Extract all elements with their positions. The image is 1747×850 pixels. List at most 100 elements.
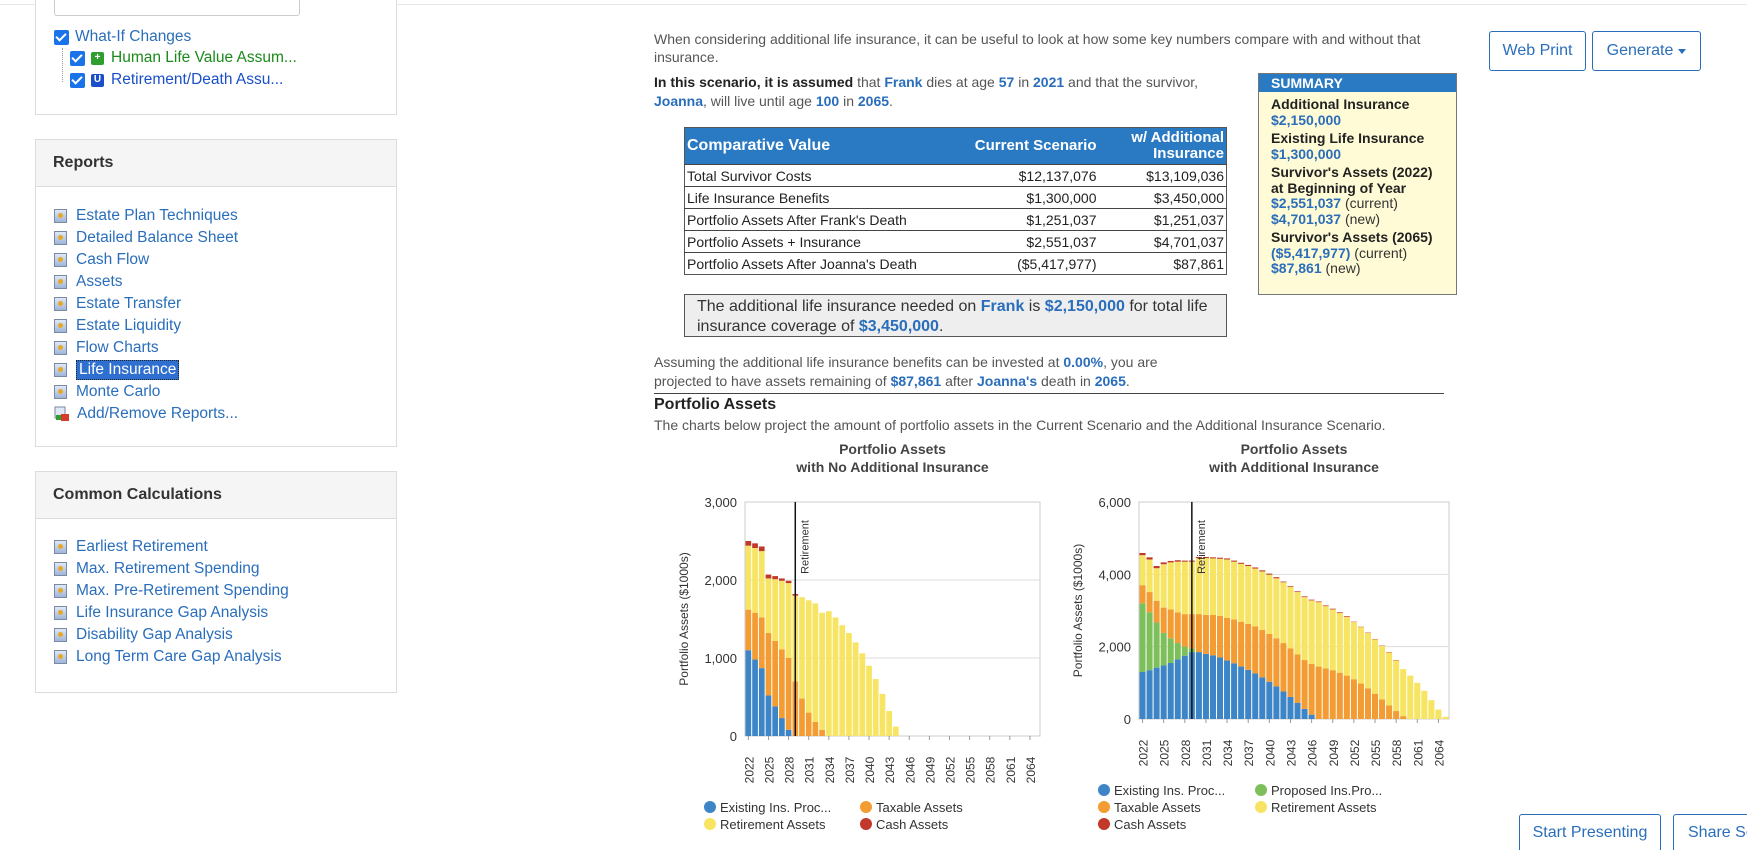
whatif-item-label[interactable]: Retirement/Death Assu... bbox=[111, 71, 284, 88]
bar-segment bbox=[1336, 672, 1343, 719]
whatif-item-label[interactable]: Human Life Value Assum... bbox=[111, 49, 297, 66]
report-icon bbox=[54, 209, 67, 223]
chevron-down-icon bbox=[1678, 48, 1687, 54]
bar-segment bbox=[1259, 630, 1266, 678]
bar-segment bbox=[1343, 675, 1350, 719]
report-assets[interactable]: Assets bbox=[54, 271, 238, 293]
y-tick-label: 3,000 bbox=[704, 495, 737, 510]
tree-connector bbox=[62, 48, 63, 82]
bar-segment bbox=[859, 653, 866, 736]
calculator-icon bbox=[54, 584, 67, 598]
human-life-value-checkbox[interactable] bbox=[70, 50, 85, 66]
share-screen-button[interactable]: Share Sc bbox=[1673, 814, 1747, 850]
bar-segment bbox=[886, 711, 892, 736]
bar-segment bbox=[1181, 560, 1188, 562]
scenario-text: In this scenario, it is assumed that Fra… bbox=[654, 74, 1199, 109]
bar-segment bbox=[779, 718, 785, 736]
bar-segment bbox=[1217, 557, 1224, 559]
generate-button[interactable]: Generate bbox=[1592, 31, 1701, 71]
y-tick-label: 0 bbox=[730, 729, 737, 744]
bar-segment bbox=[866, 665, 872, 736]
whatif-checkbox[interactable] bbox=[54, 29, 69, 45]
x-tick-label: 2064 bbox=[1432, 739, 1446, 766]
summary-box: SUMMARY Additional Insurance $2,150,000 … bbox=[1258, 73, 1457, 295]
whatif-item-human-life-value[interactable]: + Human Life Value Assum... bbox=[70, 48, 297, 68]
filter-input[interactable] bbox=[54, 0, 300, 16]
table-cell: ($5,417,977) bbox=[958, 252, 1099, 275]
bar-segment bbox=[1252, 568, 1259, 627]
calc-max-retirement-spending[interactable]: Max. Retirement Spending bbox=[54, 558, 289, 580]
web-print-button[interactable]: Web Print bbox=[1489, 31, 1586, 71]
update-icon: U bbox=[91, 73, 104, 87]
whatif-root[interactable]: What-If Changes bbox=[54, 27, 191, 47]
report-cash-flow[interactable]: Cash Flow bbox=[54, 249, 238, 271]
bar-segment bbox=[772, 706, 779, 736]
bar-segment bbox=[752, 659, 758, 736]
bar-segment bbox=[1414, 682, 1421, 719]
bar-segment bbox=[1442, 716, 1449, 719]
retirement-death-checkbox[interactable] bbox=[70, 72, 85, 88]
add-remove-reports-link[interactable]: Add/Remove Reports... bbox=[54, 403, 238, 425]
start-presenting-button[interactable]: Start Presenting bbox=[1519, 814, 1661, 850]
x-tick-label: 2049 bbox=[923, 756, 937, 783]
calc-max-pre-retirement-spending[interactable]: Max. Pre-Retirement Spending bbox=[54, 580, 289, 602]
bar-segment bbox=[1329, 608, 1336, 610]
report-monte-carlo[interactable]: Monte Carlo bbox=[54, 381, 238, 403]
bar-segment bbox=[1273, 577, 1280, 579]
bar-segment bbox=[1245, 669, 1252, 719]
report-detailed-balance-sheet[interactable]: Detailed Balance Sheet bbox=[54, 227, 238, 249]
whatif-root-label[interactable]: What-If Changes bbox=[75, 28, 192, 45]
bar-segment bbox=[1407, 675, 1414, 719]
report-icon bbox=[54, 341, 67, 355]
calc-life-insurance-gap[interactable]: Life Insurance Gap Analysis bbox=[54, 602, 289, 624]
bar-segment bbox=[785, 583, 792, 658]
x-tick-label: 2034 bbox=[823, 756, 837, 783]
bar-segment bbox=[1224, 559, 1231, 618]
bar-segment bbox=[825, 611, 832, 736]
x-tick-label: 2055 bbox=[1369, 739, 1383, 766]
bar-segment bbox=[1238, 563, 1245, 622]
report-estate-transfer[interactable]: Estate Transfer bbox=[54, 293, 238, 315]
bar-segment bbox=[1160, 632, 1167, 666]
insurance-needed-callout: The additional life insurance needed on … bbox=[684, 294, 1227, 337]
bar-segment bbox=[1167, 562, 1174, 610]
table-row: Life Insurance Benefits $1,300,000 $3,450,… bbox=[684, 186, 1227, 209]
bar-segment bbox=[1174, 612, 1181, 644]
bar-segment bbox=[1287, 586, 1294, 587]
x-tick-label: 2028 bbox=[1179, 739, 1193, 766]
bar-segment bbox=[872, 679, 879, 736]
bar-segment bbox=[1202, 558, 1209, 615]
x-tick-label: 2052 bbox=[1348, 739, 1362, 766]
chart-title: Portfolio Assets bbox=[839, 441, 946, 457]
report-life-insurance[interactable]: Life Insurance bbox=[54, 359, 238, 381]
bar-segment bbox=[1350, 622, 1357, 680]
summary-value: $1,300,000 bbox=[1271, 145, 1342, 162]
bar-segment bbox=[1224, 558, 1231, 560]
comparative-value-table: Comparative Value Current Scenario w/ Ad… bbox=[684, 127, 1227, 275]
calc-earliest-retirement[interactable]: Earliest Retirement bbox=[54, 536, 289, 558]
bar-segment bbox=[1217, 657, 1224, 719]
table-header: Comparative Value bbox=[684, 127, 959, 165]
report-estate-plan-techniques[interactable]: Estate Plan Techniques bbox=[54, 205, 238, 227]
bar-segment bbox=[1160, 607, 1167, 633]
bar-segment bbox=[1336, 612, 1343, 614]
y-tick-label: 0 bbox=[1124, 712, 1131, 727]
chart-with-additional-insurance: Portfolio Assets with Additional Insuranc… bbox=[1071, 441, 1450, 832]
retirement-label: Retirement bbox=[799, 520, 811, 574]
x-tick-label: 2052 bbox=[943, 756, 957, 783]
report-estate-liquidity[interactable]: Estate Liquidity bbox=[54, 315, 238, 337]
report-flow-charts[interactable]: Flow Charts bbox=[54, 337, 238, 359]
whatif-item-retirement-death[interactable]: U Retirement/Death Assu... bbox=[70, 70, 283, 90]
bar-segment bbox=[1181, 655, 1188, 719]
calc-disability-gap[interactable]: Disability Gap Analysis bbox=[54, 624, 289, 646]
bar-segment bbox=[1167, 638, 1174, 663]
table-row: Total Survivor Costs $12,137,076 $13,109,0… bbox=[684, 164, 1227, 187]
bar-segment bbox=[1273, 638, 1280, 687]
top-divider bbox=[0, 4, 1747, 5]
calc-long-term-care-gap[interactable]: Long Term Care Gap Analysis bbox=[54, 646, 289, 668]
bar-segment bbox=[1301, 596, 1308, 598]
summary-label: Survivor's Assets (2022) at Beginning of… bbox=[1271, 164, 1433, 196]
bar-segment bbox=[785, 658, 792, 730]
bar-segment bbox=[1181, 561, 1188, 615]
legend-label: Cash Assets bbox=[1114, 817, 1187, 832]
